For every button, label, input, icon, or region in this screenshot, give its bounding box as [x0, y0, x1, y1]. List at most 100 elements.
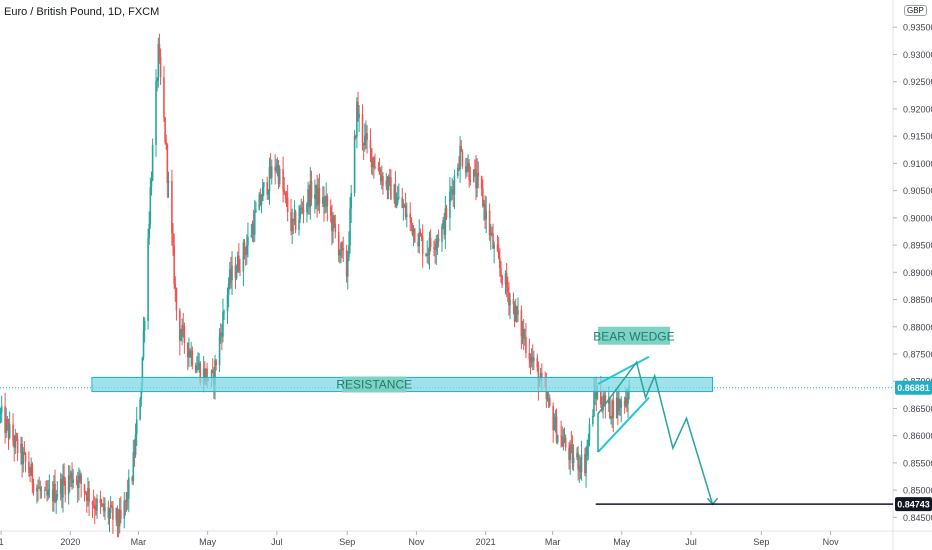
- candle: [500, 260, 502, 283]
- candle-body: [0, 406, 3, 413]
- candle-body: [21, 443, 23, 465]
- candle-body: [194, 365, 197, 372]
- candle-body: [182, 325, 185, 326]
- candle: [546, 392, 549, 402]
- candle-body: [541, 372, 543, 379]
- candle-body: [443, 220, 446, 235]
- currency-badge[interactable]: GBP: [904, 5, 927, 16]
- candle: [239, 259, 241, 277]
- candle-body: [278, 168, 281, 185]
- candle-body: [189, 350, 191, 357]
- candle: [75, 475, 78, 486]
- candle-body: [517, 310, 519, 315]
- candle: [453, 169, 456, 209]
- candle-body: [615, 397, 618, 419]
- candle-body: [309, 180, 312, 208]
- candle: [395, 192, 398, 209]
- candle: [619, 398, 621, 417]
- candle-body: [528, 352, 531, 360]
- candle: [285, 191, 288, 207]
- candle: [488, 203, 491, 241]
- candle: [388, 168, 391, 186]
- candle-body: [480, 176, 483, 189]
- candle: [340, 241, 342, 264]
- candle: [231, 251, 233, 295]
- time-tick-label: Mar: [131, 537, 147, 547]
- candle: [302, 195, 305, 224]
- candle-body: [238, 255, 240, 271]
- candle: [334, 214, 337, 239]
- wedge-upper-line[interactable]: [597, 355, 650, 385]
- candle-body: [239, 270, 241, 272]
- candle-body: [587, 439, 590, 446]
- candle-body: [117, 523, 120, 527]
- candle: [270, 159, 273, 185]
- candle-body: [166, 144, 169, 183]
- candle: [419, 228, 422, 237]
- candle: [436, 234, 439, 255]
- candle-body: [425, 253, 427, 257]
- candle: [268, 157, 271, 205]
- candle-body: [568, 447, 570, 461]
- candle-body: [298, 218, 300, 231]
- candle: [53, 475, 55, 512]
- candle: [171, 169, 173, 246]
- candle: [51, 481, 54, 512]
- candle-body: [433, 247, 435, 250]
- candle: [29, 466, 31, 482]
- candle: [59, 472, 62, 501]
- candle: [522, 319, 525, 351]
- wedge-lower-line[interactable]: [597, 396, 650, 453]
- candle-body: [396, 198, 399, 203]
- candle-body: [405, 213, 408, 218]
- candle-body: [151, 144, 154, 181]
- price-tick-label: 0.84500: [903, 513, 932, 523]
- candle: [445, 204, 448, 220]
- candle-body: [468, 163, 470, 180]
- candle: [223, 309, 225, 321]
- candle-body: [307, 189, 309, 204]
- candle: [99, 490, 102, 514]
- candle-body: [5, 418, 8, 433]
- candle-body: [402, 206, 405, 208]
- candle-body: [403, 205, 406, 207]
- candle: [413, 228, 416, 244]
- candle: [555, 408, 558, 444]
- candle: [374, 153, 376, 170]
- candle: [234, 256, 237, 289]
- candle-body: [163, 77, 165, 118]
- candle-body: [624, 397, 627, 407]
- candle: [588, 418, 591, 447]
- candle: [323, 186, 325, 222]
- candle: [377, 161, 380, 172]
- support-price-tag[interactable]: 0.84743: [895, 497, 932, 512]
- candle: [516, 305, 518, 324]
- time-axis[interactable]: 1 2020 Mar May Jul Sep Nov 2021 Mar May Jul Sep Nov: [0, 531, 839, 547]
- candle-body: [401, 197, 404, 208]
- candle: [386, 176, 389, 200]
- candle-body: [61, 478, 63, 498]
- time-tick-label: 1: [0, 537, 4, 547]
- candle: [245, 234, 248, 265]
- candle-body: [80, 474, 82, 485]
- current-price-tag[interactable]: 0.86881: [895, 380, 932, 395]
- candle-body: [618, 399, 620, 411]
- projection-path[interactable]: [597, 360, 714, 505]
- candle: [586, 439, 589, 462]
- candle: [394, 171, 397, 208]
- candle-body: [175, 288, 178, 311]
- candle-body: [245, 245, 248, 255]
- candle-body: [497, 251, 500, 258]
- candle-body: [394, 184, 397, 208]
- candle-body: [204, 368, 206, 382]
- candle: [314, 179, 316, 214]
- candle: [156, 77, 158, 92]
- candle-body: [437, 238, 440, 242]
- candle-body: [553, 426, 556, 431]
- candle: [520, 305, 523, 350]
- candle: [317, 178, 320, 212]
- candle-body: [274, 166, 276, 171]
